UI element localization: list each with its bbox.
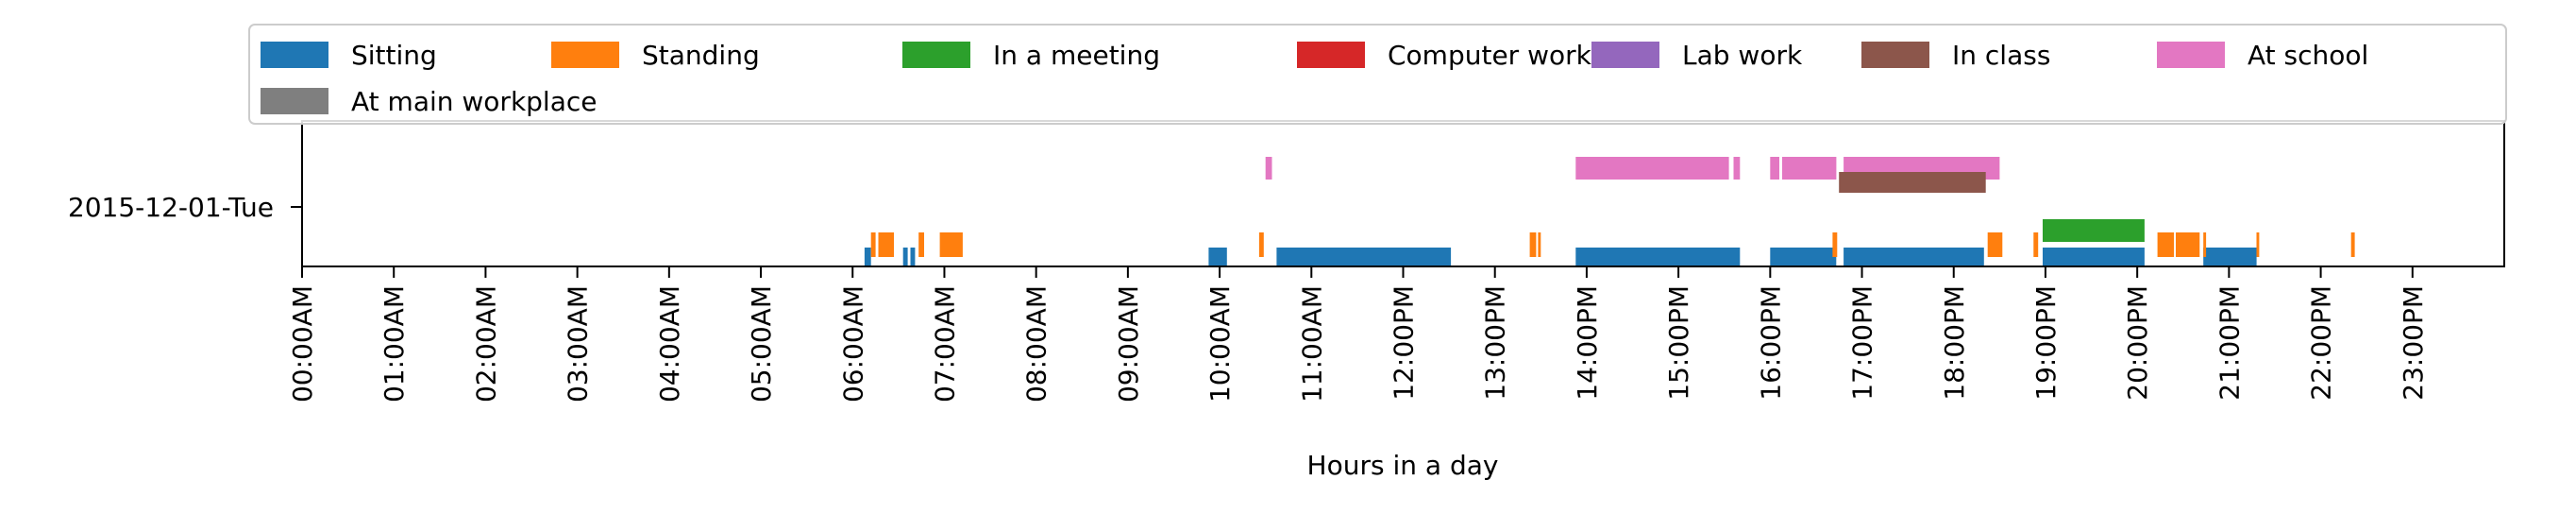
legend-label-computer-work: Computer work <box>1388 40 1592 71</box>
legend-swatch-lab-work <box>1591 42 1659 68</box>
x-tick-label: 04:00AM <box>654 285 685 403</box>
y-tick-label: 2015-12-01-Tue <box>68 192 274 223</box>
legend-frame <box>248 24 2507 125</box>
x-tick-label: 11:00AM <box>1296 285 1327 403</box>
x-tick-label: 01:00AM <box>379 285 410 403</box>
x-tick-label: 15:00PM <box>1663 285 1694 401</box>
at-school-bar <box>1782 157 1837 180</box>
legend-label-sitting: Sitting <box>351 40 437 71</box>
bars-layer <box>864 157 2355 266</box>
standing-bar <box>918 232 924 257</box>
standing-bar <box>2350 232 2355 257</box>
sitting-bar <box>1575 248 1741 266</box>
sitting-bar <box>902 248 908 266</box>
at-school-bar <box>1733 157 1741 180</box>
y-axis: 2015-12-01-Tue <box>68 192 302 223</box>
standing-bar <box>870 232 876 257</box>
standing-bar <box>939 232 963 257</box>
at-school-bar <box>1265 157 1272 180</box>
legend-swatch-in-class <box>1861 42 1929 68</box>
sitting-bar <box>2043 248 2145 266</box>
sitting-bar <box>864 248 871 266</box>
standing-bar <box>1987 232 2003 257</box>
legend-swatch-at-main-workplace <box>261 88 328 114</box>
x-tick-label: 10:00AM <box>1204 285 1236 403</box>
x-tick-label: 03:00AM <box>563 285 594 403</box>
legend-swatch-at-school <box>2157 42 2225 68</box>
at-school-bar <box>1770 157 1779 180</box>
x-tick-label: 07:00AM <box>930 285 961 403</box>
legend-label-in-class: In class <box>1952 40 2050 71</box>
legend-label-standing: Standing <box>642 40 760 71</box>
x-tick-label: 08:00AM <box>1021 285 1052 403</box>
x-tick-label: 13:00PM <box>1480 285 1511 401</box>
x-tick-label: 21:00PM <box>2214 285 2245 401</box>
x-tick-label: 14:00PM <box>1572 285 1603 401</box>
x-tick-label: 09:00AM <box>1113 285 1144 403</box>
legend-swatch-in-a-meeting <box>902 42 970 68</box>
x-axis-label: Hours in a day <box>1307 450 1499 481</box>
legend-label-at-main-workplace: At main workplace <box>351 86 598 117</box>
standing-bar <box>2157 232 2175 257</box>
legend: Sitting Standing In a meeting Computer work… <box>248 24 2507 125</box>
x-tick-label: 22:00PM <box>2306 285 2337 401</box>
legend-label-lab-work: Lab work <box>1682 40 1803 71</box>
legend-label-in-a-meeting: In a meeting <box>993 40 1160 71</box>
x-tick-label: 18:00PM <box>1939 285 1970 401</box>
standing-bar <box>1529 232 1537 257</box>
standing-bar <box>2176 232 2200 257</box>
sitting-bar <box>910 248 916 266</box>
sitting-bar <box>2203 248 2257 266</box>
standing-bar <box>1832 232 1838 257</box>
x-tick-label: 20:00PM <box>2122 285 2153 401</box>
x-tick-label: 06:00AM <box>837 285 868 403</box>
sitting-bar <box>1208 248 1227 266</box>
at-school-bar <box>1575 157 1729 180</box>
x-tick-label: 05:00AM <box>746 285 777 403</box>
legend-swatch-computer-work <box>1297 42 1365 68</box>
legend-swatch-standing <box>551 42 619 68</box>
legend-label-at-school: At school <box>2248 40 2368 71</box>
sitting-bar <box>1276 248 1452 266</box>
legend-swatch-sitting <box>261 42 328 68</box>
x-tick-label: 16:00PM <box>1755 285 1786 401</box>
in-a-meeting-bar <box>2043 219 2145 242</box>
x-tick-label: 02:00AM <box>470 285 501 403</box>
standing-bar <box>1258 232 1264 257</box>
x-axis-ticks: 00:00AM 01:00AM 02:00AM 03:00AM 04:00AM 05:00… <box>287 266 2429 403</box>
standing-bar <box>2203 232 2207 257</box>
standing-bar <box>2256 232 2260 257</box>
sitting-bar <box>1844 248 1984 266</box>
x-tick-label: 00:00AM <box>287 285 318 403</box>
standing-bar <box>2033 232 2039 257</box>
in-class-bar <box>1839 172 1986 193</box>
sitting-bar <box>1770 248 1837 266</box>
x-tick-label: 12:00PM <box>1389 285 1420 401</box>
x-tick-label: 17:00PM <box>1847 285 1878 401</box>
standing-bar <box>878 232 894 257</box>
standing-bar <box>1538 232 1541 257</box>
x-tick-label: 23:00PM <box>2398 285 2429 401</box>
x-tick-label: 19:00PM <box>2030 285 2062 401</box>
